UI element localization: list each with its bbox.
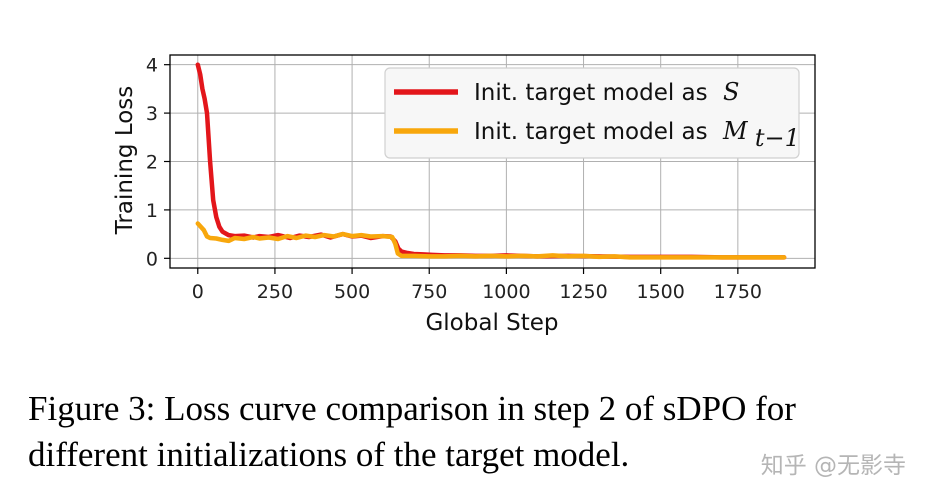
series-line-init-m — [195, 221, 787, 260]
y-tick-label: 0 — [146, 248, 158, 270]
chart-ticks: 0 250 500 750 1000 1250 1500 1750 0 1 2 3 4 — [146, 55, 762, 303]
y-tick-label: 3 — [146, 103, 158, 125]
loss-chart: 0 250 500 750 1000 1250 1500 1750 0 1 2 3 4 Global S… — [112, 54, 816, 336]
x-tick-label: 750 — [411, 281, 447, 303]
y-tick-label: 1 — [146, 200, 158, 222]
watermark: 知乎 @无影寺 — [760, 453, 906, 479]
y-tick-label: 4 — [146, 55, 158, 77]
legend-label-init-m-subscript: t−1 — [755, 124, 800, 152]
legend-label-init-m: Init. target model as M t−1 — [474, 117, 800, 152]
chart-legend: Init. target model as S Init. target mod… — [384, 67, 800, 159]
legend-label-init-s: Init. target model as S — [474, 78, 739, 106]
y-axis-label: Training Loss — [112, 86, 138, 236]
x-axis-label: Global Step — [425, 310, 558, 336]
figure-caption: Figure 3: Loss curve comparison in step … — [28, 389, 796, 474]
x-tick-label: 1250 — [559, 281, 607, 303]
x-tick-label: 1000 — [482, 281, 530, 303]
x-tick-label: 1500 — [637, 281, 685, 303]
legend-label-init-m-text: Init. target model as — [474, 119, 708, 145]
x-tick-label: 1750 — [714, 281, 762, 303]
x-tick-label: 500 — [334, 281, 370, 303]
legend-label-init-m-math: M — [722, 117, 749, 145]
x-tick-label: 0 — [192, 281, 204, 303]
chart-series — [195, 62, 787, 260]
legend-label-init-s-math: S — [723, 78, 739, 106]
legend-label-init-s-text: Init. target model as — [474, 80, 708, 106]
y-tick-label: 2 — [146, 152, 158, 174]
x-tick-label: 250 — [257, 281, 293, 303]
legend-box — [384, 67, 800, 159]
